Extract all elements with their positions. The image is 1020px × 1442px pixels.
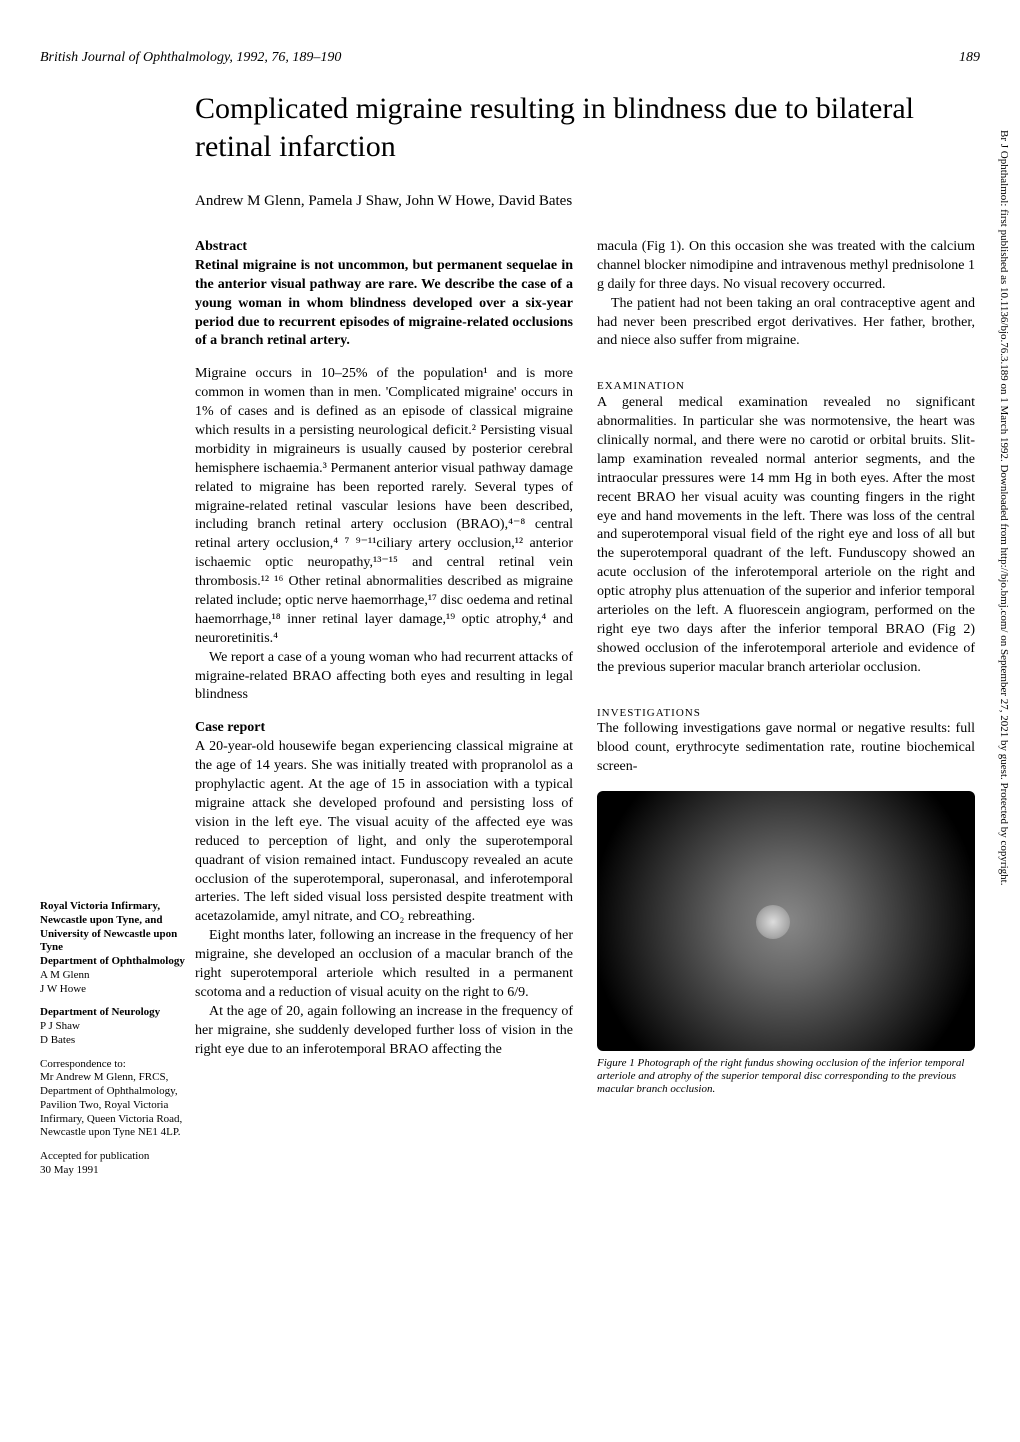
case-para-1: A 20-year-old housewife began experienci… <box>195 738 573 927</box>
examination-label: EXAMINATION <box>597 379 975 394</box>
accepted-date: Accepted for publication 30 May 1991 <box>40 1150 190 1178</box>
dept-2-title: Department of Neurology <box>40 1006 190 1020</box>
article-title: Complicated migraine resulting in blindn… <box>195 90 975 165</box>
intro-para-2: We report a case of a young woman who ha… <box>195 649 573 706</box>
figure-1: Figure 1 Photograph of the right fundus … <box>597 791 975 1097</box>
dept-1-title: Department of Ophthalmology <box>40 955 190 969</box>
investigations-text: The following investigations gave normal… <box>597 720 975 777</box>
figure-1-caption: Figure 1 Photograph of the right fundus … <box>597 1057 975 1097</box>
affiliation-1: Royal Victoria Infirmary, Newcastle upon… <box>40 900 190 955</box>
abstract-label: Abstract <box>195 238 573 257</box>
journal-citation: British Journal of Ophthalmology, 1992, … <box>40 50 341 66</box>
main-content: Complicated migraine resulting in blindn… <box>195 90 975 1097</box>
col2-para-2: The patient had not been taking an oral … <box>597 295 975 352</box>
two-column-layout: Abstract Retinal migraine is not uncommo… <box>195 238 975 1097</box>
authors: Andrew M Glenn, Pamela J Shaw, John W Ho… <box>195 193 975 210</box>
intro-para-1: Migraine occurs in 10–25% of the populat… <box>195 365 573 648</box>
case-para-3: At the age of 20, again following an inc… <box>195 1003 573 1060</box>
page-number: 189 <box>959 50 980 66</box>
right-column: macula (Fig 1). On this occasion she was… <box>597 238 975 1097</box>
dept-1-names: A M Glenn J W Howe <box>40 969 190 997</box>
left-column: Abstract Retinal migraine is not uncommo… <box>195 238 573 1097</box>
col2-para-1: macula (Fig 1). On this occasion she was… <box>597 238 975 295</box>
case-report-label: Case report <box>195 719 573 738</box>
correspondence-label: Correspondence to: <box>40 1058 190 1072</box>
fundus-photograph <box>597 791 975 1051</box>
dept-2-names: P J Shaw D Bates <box>40 1020 190 1048</box>
copyright-sidebar: Br J Ophthalmol: first published as 10.1… <box>994 130 1010 1330</box>
examination-text: A general medical examination revealed n… <box>597 394 975 677</box>
abstract-text: Retinal migraine is not uncommon, but pe… <box>195 257 573 351</box>
investigations-label: INVESTIGATIONS <box>597 706 975 721</box>
journal-header: British Journal of Ophthalmology, 1992, … <box>40 50 980 66</box>
case-para-2: Eight months later, following an increas… <box>195 927 573 1003</box>
correspondence-text: Mr Andrew M Glenn, FRCS, Department of O… <box>40 1071 190 1140</box>
affiliations-sidebar: Royal Victoria Infirmary, Newcastle upon… <box>40 900 190 1188</box>
